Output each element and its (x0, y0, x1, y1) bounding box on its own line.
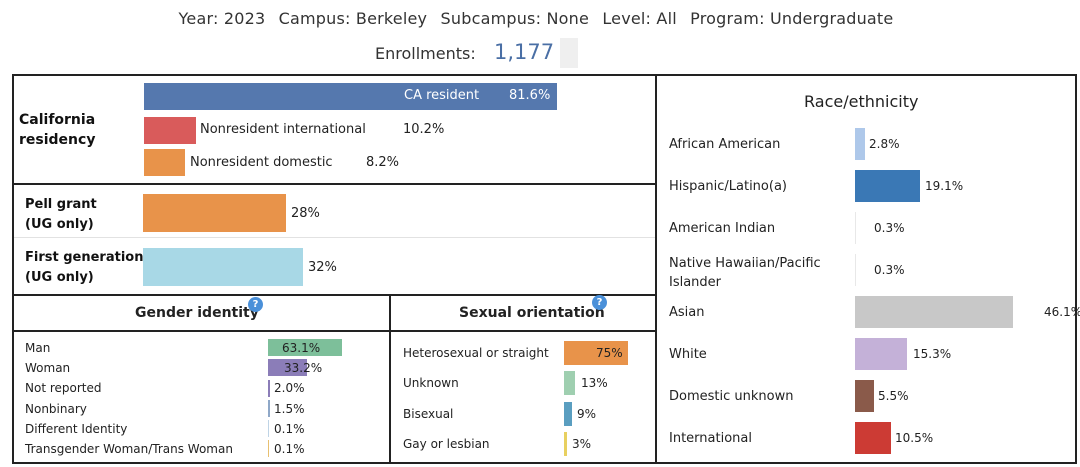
residency-title-line1: California (19, 112, 96, 128)
race-label-domestic-unknown: Domestic unknown (669, 389, 794, 404)
bar-ca-resident[interactable] (144, 83, 557, 110)
bar-race-native-hawaiian[interactable] (855, 254, 857, 286)
bar-pell-grant[interactable] (143, 194, 286, 232)
bar-gender-transgender[interactable] (268, 440, 269, 457)
value-ca-resident: 81.6% (509, 88, 551, 103)
label-ca-resident: CA resident (404, 88, 480, 103)
bar-gender-man[interactable] (268, 339, 342, 356)
gender-label-different: Different Identity (25, 422, 128, 436)
bar-race-domestic-unknown[interactable] (855, 380, 874, 412)
race-label-american-indian: American Indian (669, 221, 776, 236)
bar-gender-woman[interactable] (268, 359, 307, 376)
filter-program: Program: Undergraduate (690, 9, 894, 28)
gender-label-man: Man (25, 341, 51, 355)
pell-firstgen-panel: Pell grant (UG only) First generation (U… (12, 183, 657, 296)
gender-value-man: 63.1% (282, 341, 321, 355)
pell-label-line2: (UG only) (25, 217, 94, 232)
bar-orientation-hetero[interactable] (564, 341, 628, 365)
race-value-american-indian: 0.3% (874, 221, 905, 235)
bar-orientation-unknown[interactable] (564, 371, 576, 395)
race-value-international: 10.5% (895, 431, 934, 445)
gender-value-not-reported: 2.0% (274, 381, 305, 395)
orientation-title: Sexual orientation (459, 305, 605, 321)
orientation-label-hetero: Heterosexual or straight (403, 346, 549, 360)
race-label-native-line1: Native Hawaiian/Pacific (669, 256, 821, 271)
race-value-domestic-unknown: 5.5% (878, 389, 909, 403)
orientation-value-hetero: 75% (596, 346, 623, 360)
race-label-african-american: African American (669, 137, 781, 152)
filter-year: Year: 2023 (178, 9, 266, 28)
race-value-asian: 46.1% (1044, 305, 1080, 319)
orientation-value-gay: 3% (572, 437, 592, 451)
race-label-white: White (669, 347, 707, 362)
gender-help-icon[interactable]: ? (248, 297, 263, 312)
race-label-asian: Asian (669, 305, 705, 320)
orientation-label-bisexual: Bisexual (403, 407, 454, 421)
gender-value-nonbinary: 1.5% (274, 402, 305, 416)
race-label-international: International (669, 431, 752, 446)
value-nonresident-domestic: 8.2% (366, 155, 400, 170)
bar-race-white[interactable] (855, 338, 908, 370)
enrollments-label: Enrollments: (375, 44, 476, 63)
gender-label-woman: Woman (25, 361, 71, 375)
gender-label-not-reported: Not reported (25, 381, 102, 395)
gender-value-woman: 33.2% (284, 361, 323, 375)
orientation-label-gay: Gay or lesbian (403, 437, 490, 451)
bar-race-american-indian[interactable] (855, 212, 857, 244)
race-value-african-american: 2.8% (869, 137, 900, 151)
value-nonresident-international: 10.2% (403, 122, 445, 137)
gender-label-nonbinary: Nonbinary (25, 402, 87, 416)
bar-orientation-gay[interactable] (564, 432, 567, 456)
firstgen-label-line1: First generation (25, 250, 144, 265)
gender-title: Gender identity (135, 305, 259, 321)
race-label-native-hawaiian: Native Hawaiian/Pacific Islander (669, 254, 821, 292)
race-label-native-line2: Islander (669, 275, 722, 290)
race-value-white: 15.3% (913, 347, 952, 361)
firstgen-label-line2: (UG only) (25, 270, 94, 285)
gender-label-transgender: Transgender Woman/Trans Woman (25, 442, 233, 456)
orientation-label-unknown: Unknown (403, 376, 459, 390)
bar-orientation-bisexual[interactable] (564, 402, 572, 426)
bar-gender-not-reported[interactable] (268, 380, 271, 397)
orientation-value-unknown: 13% (581, 376, 608, 390)
enrollments-box (560, 38, 578, 68)
bar-race-asian[interactable] (855, 296, 1013, 328)
enrollments-value: 1,177 (494, 40, 555, 64)
pell-label-line1: Pell grant (25, 197, 97, 212)
label-nonresident-domestic: Nonresident domestic (190, 155, 333, 170)
gender-header-divider (14, 330, 389, 332)
filter-level: Level: All (602, 9, 677, 28)
value-pell-grant: 28% (291, 206, 320, 221)
filter-summary: Year: 2023 Campus: Berkeley Subcampus: N… (0, 9, 1080, 28)
race-value-hispanic: 19.1% (925, 179, 964, 193)
label-nonresident-international: Nonresident international (200, 122, 366, 137)
race-title: Race/ethnicity (804, 92, 919, 111)
bar-race-international[interactable] (855, 422, 891, 454)
bar-gender-different[interactable] (268, 420, 269, 437)
bar-first-generation[interactable] (143, 248, 303, 286)
residency-title-line2: residency (19, 132, 96, 148)
bar-race-hispanic[interactable] (855, 170, 921, 202)
orientation-value-bisexual: 9% (577, 407, 597, 421)
gender-value-transgender: 0.1% (274, 442, 305, 456)
filter-subcampus: Subcampus: None (440, 9, 590, 28)
pell-divider (14, 237, 655, 238)
bar-nonresident-domestic[interactable] (144, 149, 186, 176)
race-value-native-hawaiian: 0.3% (874, 263, 905, 277)
orientation-header-divider (391, 330, 655, 332)
orientation-help-icon[interactable]: ? (592, 295, 607, 310)
bar-gender-nonbinary[interactable] (268, 400, 270, 417)
filter-campus: Campus: Berkeley (278, 9, 428, 28)
gender-value-different: 0.1% (274, 422, 305, 436)
race-panel (655, 74, 1077, 464)
value-first-generation: 32% (308, 260, 337, 275)
bar-race-african-american[interactable] (855, 128, 865, 160)
bar-nonresident-international[interactable] (144, 117, 196, 144)
race-label-hispanic: Hispanic/Latino(a) (669, 179, 787, 194)
